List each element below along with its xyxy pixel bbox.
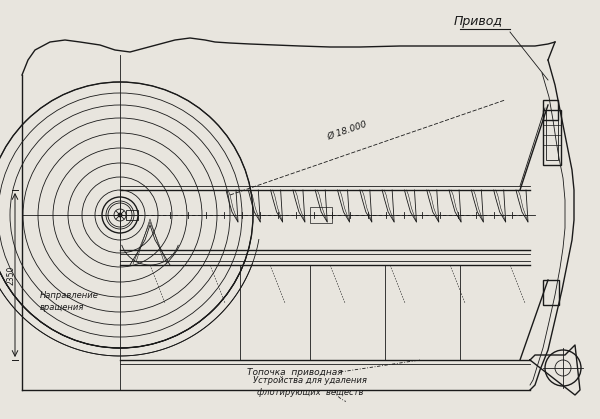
Text: Топочка  приводная: Топочка приводная bbox=[247, 368, 343, 377]
Text: 2350: 2350 bbox=[7, 265, 16, 285]
Bar bbox=[546, 110, 558, 160]
Bar bbox=[543, 280, 559, 305]
Text: Устройства для удаления
флотирующих  веществ: Устройства для удаления флотирующих веще… bbox=[253, 376, 367, 397]
Text: Ø 18.000: Ø 18.000 bbox=[326, 119, 368, 142]
Bar bbox=[310, 207, 332, 223]
Bar bbox=[126, 210, 138, 220]
Text: Направление
вращения: Направление вращения bbox=[40, 290, 99, 312]
Circle shape bbox=[118, 213, 122, 217]
Bar bbox=[543, 110, 561, 165]
Bar bbox=[543, 100, 558, 120]
Text: Привод: Привод bbox=[454, 15, 503, 28]
